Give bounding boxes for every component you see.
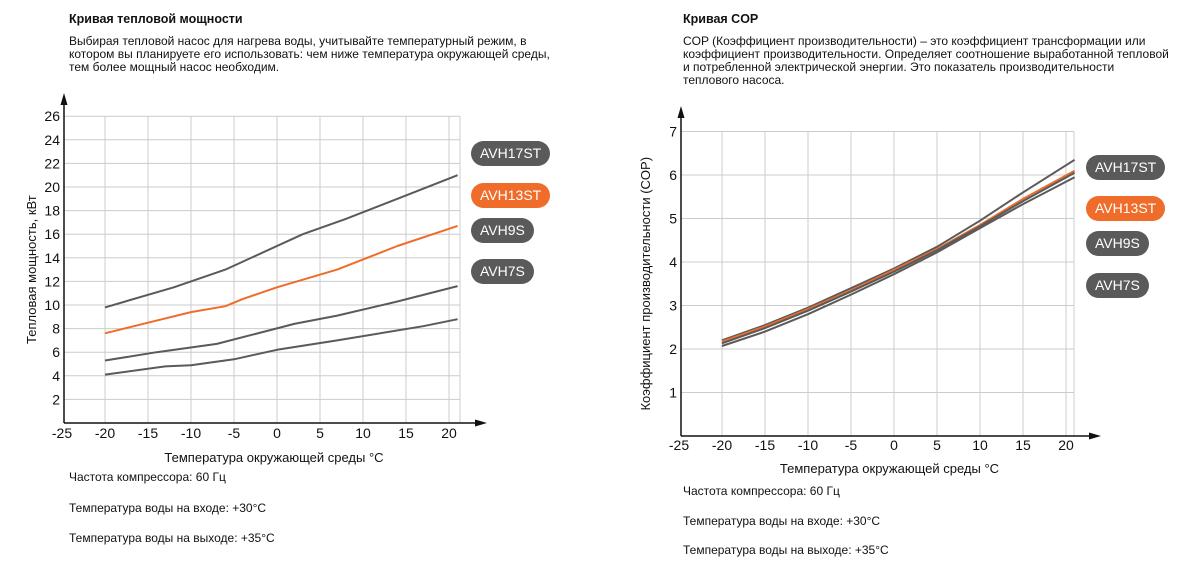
y-axis-label: Тепловая мощность, кВт (24, 195, 39, 344)
y-tick-label: 12 (44, 273, 60, 289)
x-tick-label: 10 (355, 425, 371, 441)
y-tick-label: 22 (44, 155, 60, 171)
x-axis-arrow (475, 419, 487, 427)
x-tick-label: -5 (228, 425, 241, 441)
cop-panel: Кривая COP COP (Коэффициент производител… (596, 0, 1192, 572)
legend-badge-avh7s[interactable]: AVH7S (471, 259, 534, 284)
x-tick-label: 15 (398, 425, 414, 441)
y-tick-label: 18 (44, 203, 60, 219)
x-axis-label: Температура окружающей среды °C (780, 461, 999, 476)
cop-chart: -25 -20 -15 -10 -5 0 5 10 15 20 1 2 3 4 5 6 7 Температура… (638, 106, 1101, 476)
y-tick-label: 20 (44, 179, 60, 195)
cop-title: Кривая COP (683, 12, 759, 26)
series-line-avh9s (104, 285, 458, 362)
heat-output-description: Выбирая тепловой насос для нагрева воды,… (69, 34, 550, 74)
y-tick-label: 26 (44, 108, 60, 124)
x-tick-label: 10 (972, 437, 988, 453)
y-axis-arrow (60, 93, 68, 105)
x-tick-label: 5 (933, 437, 941, 453)
y-tick-label: 10 (44, 297, 60, 313)
legend-badge-avh17st[interactable]: AVH17ST (471, 141, 551, 166)
compressor-frequency-note: Частота компрессора: 60 Гц (69, 470, 226, 484)
legend-badge-avh7s[interactable]: AVH7S (1086, 273, 1149, 298)
legend-badge-avh13st[interactable]: AVH13ST (1086, 196, 1166, 221)
x-axis-label: Температура окружающей среды °C (164, 450, 383, 465)
y-tick-label: 3 (669, 298, 677, 314)
x-axis-arrow (1089, 432, 1101, 440)
x-tick-label: 5 (316, 425, 324, 441)
legend-badge-avh9s[interactable]: AVH9S (471, 218, 534, 243)
y-axis-label: Коэффициент производительности (COP) (638, 157, 653, 411)
x-tick-label: -10 (798, 437, 818, 453)
water-inlet-note: Температура воды на входе: +30°C (683, 514, 881, 528)
y-tick-label: 2 (52, 391, 60, 407)
water-inlet-note: Температура воды на входе: +30°C (69, 501, 267, 515)
y-tick-label: 14 (44, 250, 60, 266)
y-tick-label: 1 (669, 385, 677, 401)
legend-badge-avh17st[interactable]: AVH17ST (1086, 155, 1166, 180)
legend-badge-avh9s[interactable]: AVH9S (1086, 231, 1149, 256)
y-axis-arrow (677, 106, 685, 118)
series-line-avh17st (721, 158, 1076, 342)
series-line-avh7s (721, 176, 1076, 347)
x-tick-label: -5 (845, 437, 858, 453)
series-line-avh17st (104, 174, 458, 309)
x-tick-label: -15 (138, 425, 158, 441)
y-tick-label: 4 (52, 368, 60, 384)
y-tick-label: 5 (669, 211, 677, 227)
x-tick-label: 0 (890, 437, 898, 453)
heat-output-title: Кривая тепловой мощности (69, 12, 243, 26)
heat-output-chart: -25 -20 -15 -10 -5 0 5 10 15 20246810121416182022… (24, 93, 487, 465)
y-tick-label: 6 (52, 344, 60, 360)
x-tick-label: -15 (755, 437, 775, 453)
x-tick-label: 20 (441, 425, 457, 441)
series-line-avh13st (104, 224, 458, 335)
x-tick-label: -10 (181, 425, 201, 441)
y-tick-label: 16 (44, 226, 60, 242)
cop-description: COP (Коэффициент производительности) – э… (683, 34, 1169, 87)
y-tick-label: 4 (669, 254, 677, 270)
x-tick-label: -20 (95, 425, 115, 441)
x-tick-label: -25 (669, 437, 689, 453)
x-tick-label: 15 (1015, 437, 1031, 453)
compressor-frequency-note: Частота компрессора: 60 Гц (683, 484, 840, 498)
x-tick-label: -25 (52, 425, 72, 441)
y-tick-label: 6 (669, 167, 677, 183)
heat-output-panel: Кривая тепловой мощности Выбирая теплово… (0, 0, 590, 572)
x-tick-label: -20 (712, 437, 732, 453)
x-tick-label: 0 (273, 425, 281, 441)
series-line-avh13st (721, 169, 1076, 343)
y-tick-label: 2 (669, 341, 677, 357)
y-tick-label: 8 (52, 321, 60, 337)
water-outlet-note: Температура воды на выходе: +35°C (69, 531, 275, 545)
series-line-avh9s (721, 171, 1076, 345)
legend-badge-avh13st[interactable]: AVH13ST (471, 183, 551, 208)
y-tick-label: 7 (669, 124, 677, 140)
y-tick-label: 24 (44, 132, 60, 148)
x-tick-label: 20 (1058, 437, 1074, 453)
water-outlet-note: Температура воды на выходе: +35°C (683, 543, 889, 557)
series-line-avh7s (104, 318, 458, 376)
